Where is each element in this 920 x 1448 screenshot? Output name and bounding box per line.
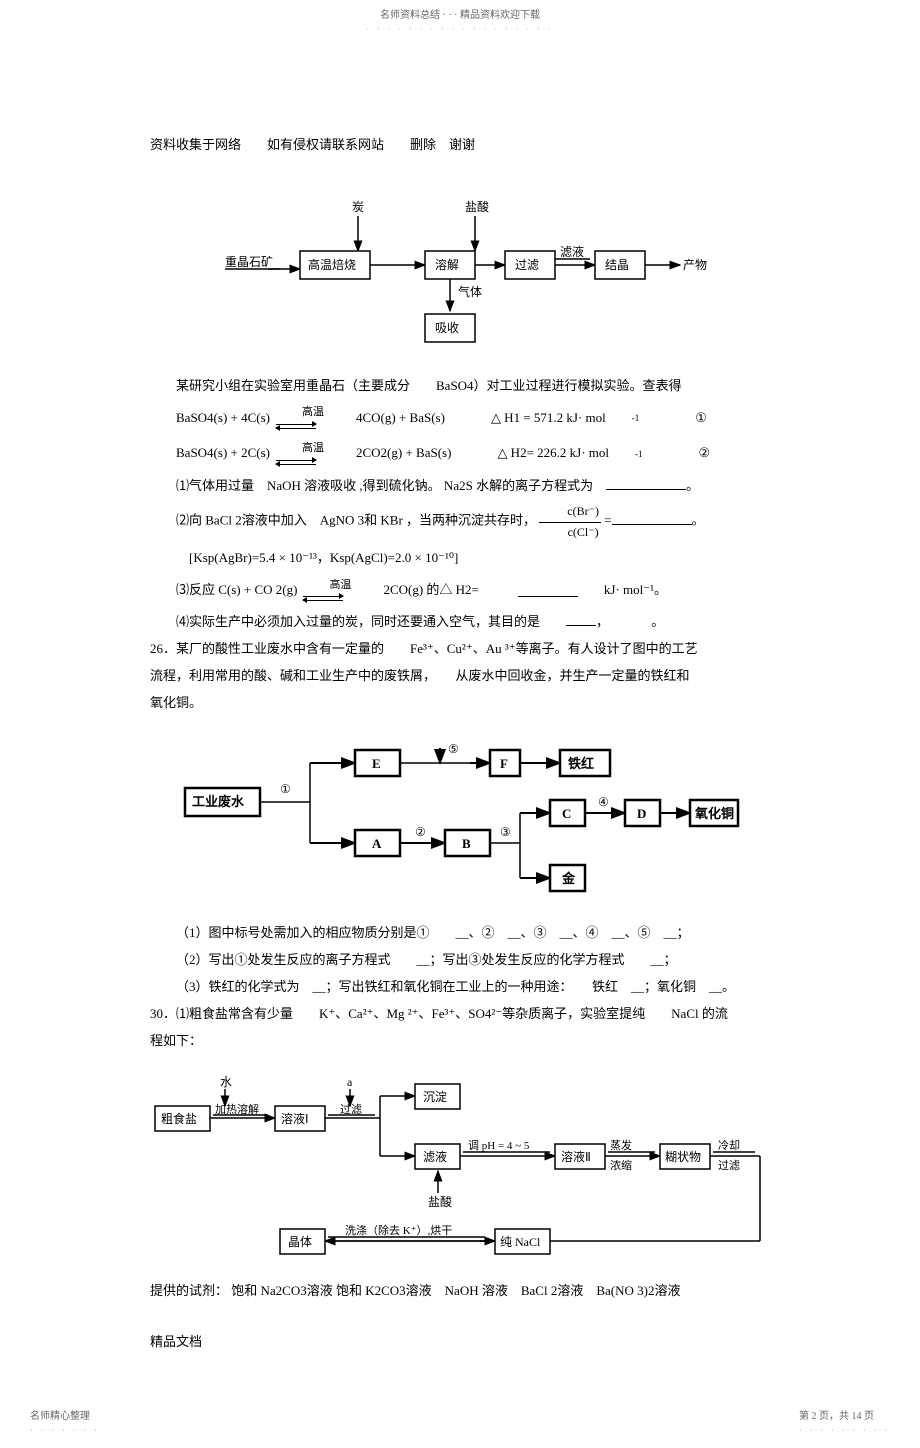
header-dots: · · · · · · · · · · · · · · · · · ·: [0, 24, 920, 37]
label-c4: ④: [598, 795, 609, 809]
source-line: 资料收集于网络 如有侵权请联系网站 删除 谢谢: [150, 135, 770, 156]
flowchart-3: 粗食盐 水 加热溶解 溶液Ⅰ a 过滤 沉淀 滤液: [150, 1071, 770, 1261]
svg-text:蒸发: 蒸发: [610, 1138, 632, 1152]
eq2-arrow: 高温: [276, 440, 324, 468]
label-c3: ③: [500, 825, 511, 839]
eq2-circle: ②: [673, 443, 711, 464]
svg-text:冷却: 冷却: [718, 1139, 740, 1152]
para30: 30．⑴粗食盐常含有少量 K⁺、Ca²⁺、Mg ²⁺、Fe³⁺、SO4²⁻等杂质…: [150, 1004, 770, 1025]
box-D: D: [637, 806, 646, 821]
label-hcl3: 盐酸: [428, 1194, 452, 1209]
box-pure: 纯 NaCl: [500, 1235, 541, 1249]
box-roast: 高温焙烧: [308, 257, 356, 272]
content: 资料收集于网络 如有侵权请联系网站 删除 谢谢 重晶石矿 炭 高温焙烧 盐酸: [0, 39, 920, 1389]
box-gold: 金: [561, 871, 576, 886]
box-precip: 沉淀: [423, 1090, 447, 1104]
box-crude: 粗食盐: [161, 1111, 197, 1126]
box-paste: 糊状物: [665, 1149, 701, 1164]
box-filter: 过滤: [515, 258, 539, 272]
header-title: 名师资料总结 · · · 精品资料欢迎下载: [0, 8, 920, 24]
label-c5: ⑤: [448, 742, 459, 756]
q26-1: （1）图中标号处需加入的相应物质分别是① __、② __、③ __、④ __、⑤…: [150, 923, 770, 944]
box-filtrate3: 滤液: [423, 1149, 447, 1164]
precious-doc: 精品文档: [150, 1332, 770, 1353]
svg-text:浓缩: 浓缩: [610, 1159, 632, 1172]
label-carbon: 炭: [352, 200, 364, 214]
eq2-lhs: BaSO4(s) + 2C(s): [150, 443, 270, 464]
box-iron-red: 铁红: [567, 756, 594, 771]
eq1-lhs: BaSO4(s) + 4C(s): [150, 408, 270, 429]
equation-1: BaSO4(s) + 4C(s) 高温 4CO(g) + BaS(s) △ H1…: [150, 404, 770, 432]
reagents: 提供的试剂： 饱和 Na2CO3溶液 饱和 K2CO3溶液 NaOH 溶液 Ba…: [150, 1281, 770, 1302]
label-c2: ②: [415, 825, 426, 839]
q2-ksp: [Ksp(AgBr)=5.4 × 10⁻¹³，Ksp(AgCl)=2.0 × 1…: [189, 548, 770, 569]
eq1-arrow: 高温: [276, 404, 324, 432]
label-c1: ①: [280, 782, 291, 796]
box-crystal3: 晶体: [288, 1235, 312, 1249]
blank-q4a: [566, 612, 596, 626]
svg-text:过滤: 过滤: [718, 1159, 740, 1172]
q3: ⑶反应 C(s) + CO 2(g) 高温 2CO(g) 的△ H2= kJ· …: [150, 577, 770, 605]
q1: ⑴气体用过量 NaOH 溶液吸收 ,得到硫化钠。 Na2S 水解的离子方程式为 …: [150, 476, 770, 497]
label-wash: 洗涤（除去 K⁺）,烘干: [345, 1223, 452, 1237]
label-a: a: [347, 1075, 353, 1089]
box-cuo: 氧化铜: [694, 806, 734, 821]
box-waste: 工业废水: [192, 794, 245, 809]
blank-q2: [612, 511, 692, 525]
para-1: 某研究小组在实验室用重晶石（主要成分 BaSO4）对工业过程进行模拟实验。查表得: [150, 376, 770, 397]
box-E: E: [372, 756, 381, 771]
q26-2: （2）写出①处发生反应的离子方程式 __；写出③处发生反应的化学方程式 __；: [150, 950, 770, 971]
para26-a: 26．某厂的酸性工业废水中含有一定量的 Fe³⁺、Cu²⁺、Au ³⁺等离子。有…: [150, 639, 770, 660]
label-filter3: 过滤: [340, 1103, 362, 1116]
para26-b: 流程，利用常用的酸、碱和工业生产中的废铁屑， 从废水中回收金，并生产一定量的铁红…: [150, 666, 770, 687]
label-hcl: 盐酸: [465, 199, 489, 214]
box-crystal: 结晶: [605, 258, 629, 272]
footer-left: 名师精心整理 · · · · · · ·: [30, 1409, 100, 1438]
label-input-ore: 重晶石矿: [225, 255, 273, 269]
box-F: F: [500, 756, 508, 771]
equation-2: BaSO4(s) + 2C(s) 高温 2CO2(g) + BaS(s) △ H…: [150, 440, 770, 468]
q4: ⑷实际生产中必须加入过量的炭，同时还要通入空气，其目的是 ， 。: [150, 612, 770, 633]
label-gas: 气体: [458, 284, 482, 299]
flowchart-1: 重晶石矿 炭 高温焙烧 盐酸 溶解 过滤 滤液 结: [150, 186, 770, 356]
footer-right: 第 2 页，共 14 页 · · · · · · · · ·: [799, 1409, 890, 1438]
eq2-rhs: 2CO2(g) + BaS(s): [330, 443, 451, 464]
blank-q3: [518, 583, 578, 597]
label-adj: 调 pH = 4 ~ 5: [468, 1139, 530, 1152]
eq2-exp: -1: [609, 447, 643, 461]
fraction: c(Br⁻) c(Cl⁻): [539, 502, 601, 541]
eq1-exp: -1: [606, 411, 640, 425]
blank-q1: [606, 476, 686, 490]
box-sol1: 溶液Ⅰ: [281, 1111, 309, 1126]
q3-arrow: 高温: [303, 577, 351, 605]
eq1-rhs: 4CO(g) + BaS(s): [330, 408, 445, 429]
flowchart-2: 工业废水 ① E ⑤ F 铁红 A ② B: [150, 733, 770, 903]
box-A: A: [372, 836, 382, 851]
box-sol2: 溶液Ⅱ: [561, 1149, 591, 1164]
q2: ⑵向 BaCl 2溶液中加入 AgNO 3和 KBr ，当两种沉淀共存时， c(…: [150, 502, 770, 541]
eq2-dh: △ H2= 226.2 kJ· mol: [471, 443, 609, 464]
box-B: B: [462, 836, 471, 851]
q26-3: （3）铁红的化学式为 __；写出铁红和氧化铜在工业上的一种用途： 铁红 __；氧…: [150, 977, 770, 998]
box-dissolve: 溶解: [435, 257, 459, 272]
label-filtrate: 滤液: [560, 244, 584, 259]
page-header: 名师资料总结 · · · 精品资料欢迎下载 · · · · · · · · · …: [0, 0, 920, 39]
box-absorb: 吸收: [435, 321, 459, 335]
eq1-dh: △ H1 = 571.2 kJ· mol: [465, 408, 606, 429]
label-heat: 加热溶解: [215, 1102, 259, 1116]
box-C: C: [562, 806, 571, 821]
label-water: 水: [220, 1075, 232, 1089]
label-product: 产物: [683, 258, 707, 272]
para30-b: 程如下：: [150, 1031, 770, 1052]
eq1-circle: ①: [669, 408, 707, 429]
page-footer: 名师精心整理 · · · · · · · 第 2 页，共 14 页 · · · …: [0, 1389, 920, 1448]
para26-c: 氧化铜。: [150, 693, 770, 714]
